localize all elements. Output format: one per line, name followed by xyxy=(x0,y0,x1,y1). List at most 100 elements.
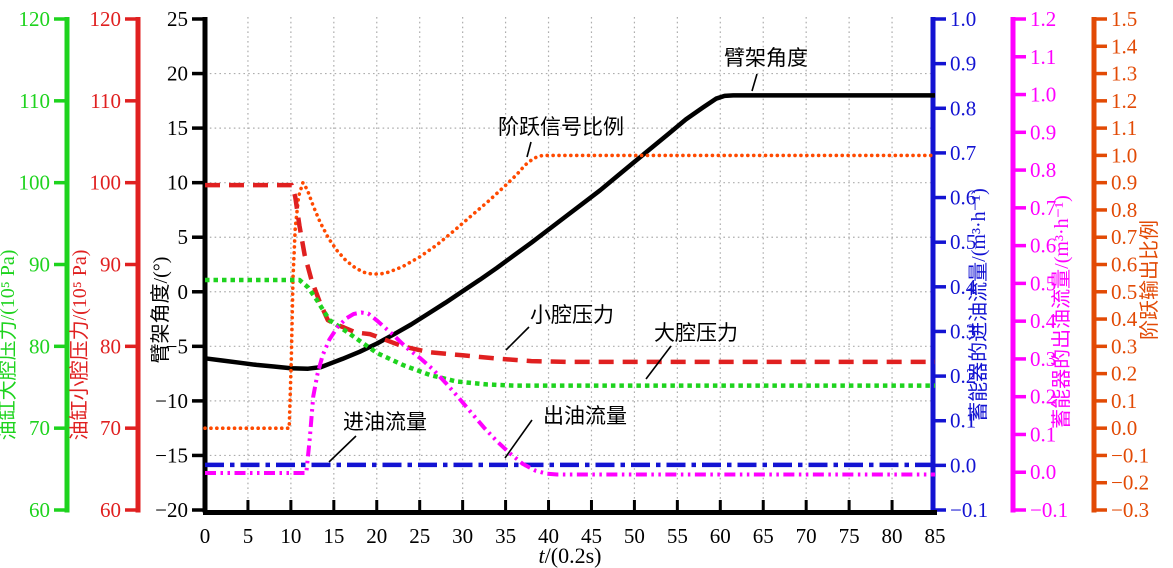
axis-cyl-large-pressure-title: 油缸大腔压力/(10⁵ Pa) xyxy=(0,250,19,441)
axis-cyl-large-pressure-tick-label: 120 xyxy=(19,7,51,31)
axis-step-ratio-tick-label: 1.2 xyxy=(1111,89,1137,113)
axis-boom-angle-tick-label: 15 xyxy=(167,116,188,140)
axis-boom-angle-tick-label: 20 xyxy=(167,62,188,86)
axis-outflow-tick-label: 0.1 xyxy=(1030,422,1056,446)
axis-inflow-tick-label: 0.8 xyxy=(950,96,976,120)
axis-step-ratio: −0.3 −0.2 −0.1 0.0 0.1 0.2 0.3 0.4 0.5 0.6 0.7 0.8 0… xyxy=(1091,7,1161,522)
axis-cyl-small-pressure-tick-label: 80 xyxy=(100,334,121,358)
x-axis-tick-label: 20 xyxy=(366,524,387,548)
x-axis-tick-label: 75 xyxy=(839,524,860,548)
series xyxy=(203,93,937,477)
axis-cyl-large-pressure-tick-label: 70 xyxy=(29,416,50,440)
axis-step-ratio-tick-label: 0.7 xyxy=(1111,225,1137,249)
axis-inflow-tick-label: 0.6 xyxy=(950,186,976,210)
axis-step-ratio-tick-label: 0.2 xyxy=(1111,362,1137,386)
x-axis-tick-label: 55 xyxy=(667,524,688,548)
grid-lines xyxy=(205,17,935,510)
axis-outflow-tick-label: 0.9 xyxy=(1030,120,1056,144)
x-axis-tick-label: 80 xyxy=(882,524,903,548)
x-axis-tick-label: 30 xyxy=(452,524,473,548)
axis-outflow-tick-label: −0.1 xyxy=(1030,498,1068,522)
x-axis-tick-label: 0 xyxy=(200,524,211,548)
axis-inflow-tick-label: −0.1 xyxy=(950,498,988,522)
axis-boom-angle: −20 −15 −10 −5 0 5 10 15 20 25 臂架角度/(°) xyxy=(149,7,208,522)
x-axis-tick-label: 10 xyxy=(280,524,301,548)
axis-step-ratio-tick-label: 0.5 xyxy=(1111,280,1137,304)
axis-cyl-small-pressure-tick-label: 110 xyxy=(90,89,121,113)
axis-step-ratio-tick-label: 1.5 xyxy=(1111,7,1137,31)
axis-step-ratio-tick-label: 0.8 xyxy=(1111,198,1137,222)
x-axis-tick-label: 15 xyxy=(323,524,344,548)
annotation-small-chamber-label: 小腔压力 xyxy=(530,303,614,327)
axis-cyl-small-pressure-tick-label: 60 xyxy=(100,498,121,522)
axis-outflow-tick-label: 0.8 xyxy=(1030,158,1056,182)
axis-step-ratio-tick-label: 0.4 xyxy=(1111,307,1138,331)
axis-boom-angle-tick-label: 10 xyxy=(167,171,188,195)
x-axis-tick-label: 50 xyxy=(624,524,645,548)
series-outflow-curve xyxy=(205,310,935,477)
axis-inflow-tick-label: 1.0 xyxy=(950,7,976,31)
axis-boom-angle-tick-label: −20 xyxy=(155,498,188,522)
axis-cyl-large-pressure-tick-label: 100 xyxy=(19,171,51,195)
annotation-step-signal-label: 阶跃信号比例 xyxy=(498,115,624,139)
axis-inflow-title: 蓄能器的进油流量/(m³·h⁻¹) xyxy=(967,188,990,422)
axis-cyl-small-pressure: 60 70 80 90 100 110 120 油缸小腔压力/(10⁵ Pa) xyxy=(68,7,141,522)
axis-outflow-tick-label: 0.0 xyxy=(1030,460,1056,484)
axis-step-ratio-tick-label: 1.3 xyxy=(1111,62,1137,86)
axis-step-ratio-tick-label: 0.0 xyxy=(1111,416,1137,440)
x-axis-tick-label: 60 xyxy=(710,524,731,548)
axis-step-ratio-tick-label: 0.6 xyxy=(1111,253,1137,277)
axis-outflow-tick-label: 0.7 xyxy=(1030,196,1056,220)
axis-cyl-small-pressure-tick-label: 70 xyxy=(100,416,121,440)
axis-inflow-tick-label: 0.1 xyxy=(950,409,976,433)
axis-boom-angle-tick-label: 5 xyxy=(178,225,189,249)
series-large-chamber-curve xyxy=(205,277,935,388)
axis-step-ratio-tick-label: 0.3 xyxy=(1111,334,1137,358)
x-axis-tick-label: 35 xyxy=(495,524,516,548)
axis-step-ratio-tick-label: −0.1 xyxy=(1111,443,1149,467)
axis-outflow-tick-label: 0.3 xyxy=(1030,347,1056,371)
axis-step-ratio-tick-label: 1.1 xyxy=(1111,116,1137,140)
axis-step-ratio-tick-label: −0.2 xyxy=(1111,471,1149,495)
axis-cyl-small-pressure-tick-label: 100 xyxy=(90,171,122,195)
axis-boom-angle-tick-label: −10 xyxy=(155,389,188,413)
axis-outflow-tick-label: 0.2 xyxy=(1030,385,1056,409)
axis-inflow: −0.1 0.0 0.1 0.2 0.3 0.4 0.5 0.6 0.7 0.8 0.9 1.0 蓄能器… xyxy=(930,7,990,522)
axis-inflow-tick-label: 0.7 xyxy=(950,141,976,165)
axis-step-ratio-tick-label: 1.0 xyxy=(1111,143,1137,167)
axis-boom-angle-tick-label: 0 xyxy=(178,280,189,304)
axis-step-ratio-title: 阶跃输出比例 xyxy=(1138,220,1161,340)
axis-outflow-tick-label: 1.1 xyxy=(1030,45,1056,69)
x-axis-tick-label: 70 xyxy=(796,524,817,548)
axis-inflow-tick-label: 0.0 xyxy=(950,453,976,477)
annotation-boom-angle-label: 臂架角度 xyxy=(724,46,808,70)
axis-outflow: −0.1 0.0 0.1 0.2 0.3 0.4 0.5 0.6 0.7 0.8 0.9 1.0 1.1… xyxy=(1010,7,1073,522)
x-axis-tick-label: 65 xyxy=(753,524,774,548)
axis-cyl-small-pressure-tick-label: 90 xyxy=(100,253,121,277)
axis-step-ratio-tick-label: 0.9 xyxy=(1111,171,1137,195)
axis-outflow-tick-label: 0.5 xyxy=(1030,271,1056,295)
axis-cyl-small-pressure-tick-label: 120 xyxy=(90,7,122,31)
x-axis-tick-label: 5 xyxy=(243,524,254,548)
annotation-large-chamber-label: 大腔压力 xyxy=(654,321,738,345)
axis-step-ratio-tick-label: 1.4 xyxy=(1111,34,1138,58)
x-axis-tick-label: 25 xyxy=(409,524,430,548)
axis-inflow-tick-label: 0.3 xyxy=(950,319,976,343)
axis-boom-angle-title: 臂架角度/(°) xyxy=(149,257,172,364)
axis-outflow-tick-label: 0.4 xyxy=(1030,309,1057,333)
axis-inflow-tick-label: 0.9 xyxy=(950,52,976,76)
axis-boom-angle-tick-label: −5 xyxy=(166,334,188,358)
axis-inflow-tick-label: 0.2 xyxy=(950,364,976,388)
axis-cyl-large-pressure-tick-label: 90 xyxy=(29,253,50,277)
axis-step-ratio-tick-label: −0.3 xyxy=(1111,498,1149,522)
axis-outflow-title: 蓄能器的出油流量/(m³·h⁻¹) xyxy=(1050,195,1073,429)
axis-boom-angle-tick-label: 25 xyxy=(167,7,188,31)
x-axis-title: t/(0.2s) xyxy=(539,543,602,568)
axis-inflow-tick-label: 0.4 xyxy=(950,275,977,299)
axis-cyl-large-pressure-tick-label: 60 xyxy=(29,498,50,522)
axis-inflow-tick-label: 0.5 xyxy=(950,230,976,254)
annotation-outflow-label: 出油流量 xyxy=(543,404,627,428)
